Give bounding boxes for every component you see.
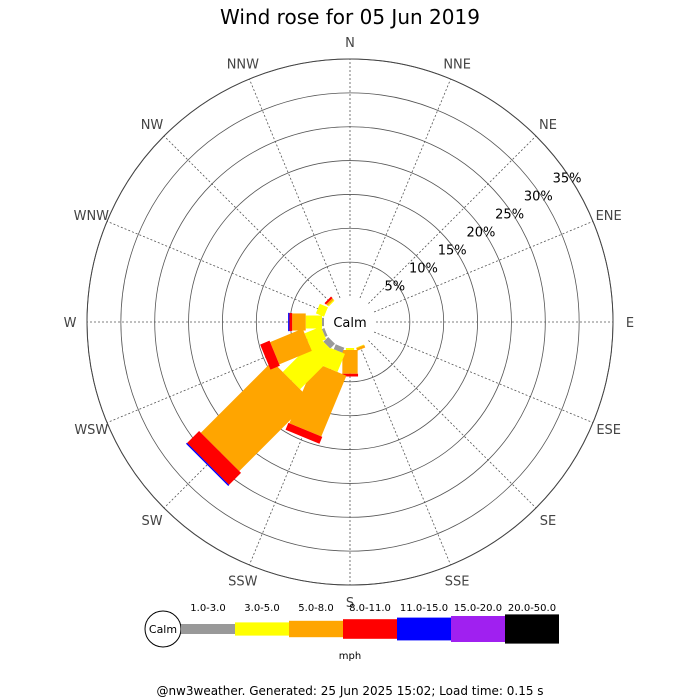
calm-label: Calm bbox=[333, 316, 366, 331]
petal-ssw-bin-0 bbox=[333, 344, 345, 353]
petal-nw-bin-3 bbox=[324, 296, 333, 305]
spoke-ne bbox=[368, 135, 537, 304]
petal-w-bin-3 bbox=[289, 313, 293, 331]
legend-label-6: 20.0-50.0 bbox=[508, 603, 556, 614]
spoke-sw bbox=[163, 340, 332, 509]
legend-swatch-4 bbox=[397, 617, 451, 641]
legend-label-4: 11.0-15.0 bbox=[400, 603, 448, 614]
petal-ssw-bin-2 bbox=[289, 362, 347, 437]
petal-sse-bin-2 bbox=[356, 344, 366, 351]
polar-grid bbox=[86, 58, 614, 586]
petal-w-bin-0 bbox=[321, 317, 324, 327]
spoke-wnw bbox=[106, 220, 327, 313]
spoke-nne bbox=[359, 78, 452, 299]
petal-wsw-bin-0 bbox=[321, 328, 328, 337]
petal-sw-bin-1 bbox=[282, 336, 336, 390]
legend-swatch-2 bbox=[289, 620, 343, 638]
direction-label-ene: ENE bbox=[596, 209, 622, 224]
grid-ring bbox=[120, 92, 580, 552]
petal-s-bin-1 bbox=[345, 348, 355, 351]
petal-ssw-bin-3 bbox=[285, 422, 323, 444]
calm-circle bbox=[324, 296, 376, 348]
ring-labels: 5% 10%15% 20%25%30%35% bbox=[384, 172, 581, 295]
footer-text: @nw3weather. Generated: 25 Jun 2025 15:0… bbox=[156, 684, 544, 698]
ring-label: 20% bbox=[466, 225, 495, 240]
direction-label-ese: ESE bbox=[596, 423, 621, 438]
direction-label-nne: NNE bbox=[443, 57, 471, 72]
legend-swatch-0 bbox=[181, 624, 235, 634]
direction-label-s: S bbox=[346, 596, 354, 611]
legend-swatch-6 bbox=[505, 614, 559, 644]
petals bbox=[186, 296, 366, 486]
petal-sw-bin-0 bbox=[323, 336, 336, 349]
direction-label-wsw: WSW bbox=[74, 423, 108, 438]
petal-wsw-bin-3 bbox=[260, 340, 280, 370]
legend-swatch-5 bbox=[451, 616, 505, 642]
spoke-sse bbox=[359, 345, 452, 566]
legend-unit: mph bbox=[339, 651, 361, 662]
ring-label: 30% bbox=[524, 190, 553, 205]
legend-calm-label: Calm bbox=[149, 623, 177, 636]
grid-ring bbox=[255, 227, 445, 417]
ring-label: 10% bbox=[409, 261, 438, 276]
legend-label-5: 15.0-20.0 bbox=[454, 603, 502, 614]
direction-label-ne: NE bbox=[539, 118, 557, 133]
petal-wnw-bin-1 bbox=[315, 303, 328, 317]
direction-label-n: N bbox=[345, 36, 355, 51]
direction-label-w: W bbox=[64, 316, 77, 331]
ring-label: 5% bbox=[384, 279, 405, 294]
petal-sw-bin-4 bbox=[186, 442, 230, 486]
direction-label-sse: SSE bbox=[445, 575, 470, 590]
direction-label-sw: SW bbox=[141, 514, 162, 529]
spoke-nw bbox=[163, 135, 332, 304]
legend: Calm 1.0-3.0 3.0-5.0 5.0-8.0 8.0-11.0 11.0-15… bbox=[144, 603, 559, 662]
spoke-wsw bbox=[106, 331, 327, 424]
petal-sse-bin-1 bbox=[356, 344, 364, 349]
legend-label-0: 1.0-3.0 bbox=[190, 603, 225, 614]
spoke-ssw bbox=[248, 345, 341, 566]
legend-swatch-3 bbox=[343, 619, 397, 639]
spoke-nnw bbox=[248, 78, 341, 299]
direction-label-e: E bbox=[626, 316, 634, 331]
petal-w-bin-2 bbox=[292, 313, 306, 331]
petal-wsw-bin-2 bbox=[270, 328, 312, 365]
direction-label-se: SE bbox=[540, 514, 556, 529]
petal-sw-bin-2 bbox=[200, 361, 311, 472]
legend-label-3: 8.0-11.0 bbox=[349, 603, 391, 614]
spoke-se bbox=[368, 340, 537, 509]
direction-label-wnw: WNW bbox=[74, 209, 110, 224]
legend-label-2: 5.0-8.0 bbox=[298, 603, 333, 614]
petal-sw-bin-3 bbox=[187, 430, 242, 485]
petal-wsw-bin-1 bbox=[304, 326, 327, 347]
petal-w-bin-4 bbox=[288, 312, 290, 332]
petal-s-bin-2 bbox=[342, 350, 358, 374]
petal-nw-bin-2 bbox=[326, 298, 334, 306]
petal-w-bin-1 bbox=[305, 315, 322, 329]
legend-swatch-1 bbox=[235, 622, 289, 636]
petal-nw-bin-1 bbox=[327, 299, 335, 307]
spoke-ese bbox=[373, 331, 594, 424]
grid-ring bbox=[188, 160, 512, 484]
direction-labels: N NNE NE ENE E ESE SE SSE S SSW SW WSW W WNW NW NNW bbox=[64, 36, 635, 611]
calm-marker: Calm bbox=[324, 296, 376, 348]
ring-label: 35% bbox=[553, 172, 582, 187]
spoke-ene bbox=[373, 220, 594, 313]
direction-label-nnw: NNW bbox=[227, 57, 259, 72]
direction-label-nw: NW bbox=[141, 118, 164, 133]
legend-label-1: 3.0-5.0 bbox=[244, 603, 279, 614]
ring-label: 15% bbox=[438, 243, 467, 258]
chart-title: Wind rose for 05 Jun 2019 bbox=[220, 5, 480, 29]
ring-label: 25% bbox=[495, 208, 524, 223]
direction-label-ssw: SSW bbox=[228, 575, 258, 590]
